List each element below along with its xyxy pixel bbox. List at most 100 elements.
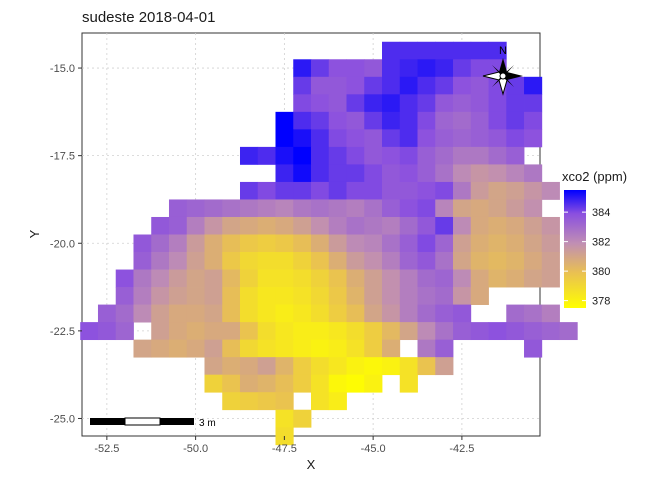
heatmap-cell: [133, 287, 152, 305]
heatmap-cell: [488, 146, 507, 165]
heatmap-cell: [435, 269, 454, 288]
heatmap-cell: [257, 199, 276, 218]
heatmap-cell: [453, 129, 472, 148]
heatmap-cell: [364, 59, 383, 78]
heatmap-cell: [311, 269, 330, 288]
heatmap-cell: [239, 339, 259, 358]
heatmap-cell: [364, 76, 383, 95]
heatmap-cell: [186, 322, 205, 341]
heatmap-cell: [382, 339, 401, 358]
heatmap-cell: [506, 304, 525, 323]
heatmap-cell: [133, 252, 152, 270]
heatmap-cell: [346, 304, 365, 323]
heatmap-cell: [204, 322, 223, 341]
heatmap-cell: [524, 216, 543, 235]
heatmap-cell: [328, 269, 347, 288]
heatmap-cell: [399, 94, 418, 113]
heatmap-cell: [346, 374, 365, 393]
heatmap-cell: [257, 339, 276, 358]
heatmap-cell: [239, 234, 259, 253]
heatmap-cell: [222, 304, 241, 323]
heatmap-cell: [417, 164, 436, 183]
heatmap-cell: [399, 357, 418, 376]
heatmap-cell: [293, 322, 312, 341]
heatmap-cell: [168, 304, 188, 323]
heatmap-cell: [453, 76, 472, 95]
heatmap-cell: [328, 287, 347, 305]
heatmap-cell: [168, 269, 188, 288]
heatmap-cell: [311, 374, 330, 393]
heatmap-cell: [488, 41, 507, 60]
heatmap-cell: [275, 216, 294, 235]
heatmap-cell: [186, 252, 205, 270]
legend-ticks: 384 382 380 378: [564, 207, 610, 308]
heatmap-cell: [506, 269, 525, 288]
scale-bar: 3 m: [90, 417, 216, 429]
legend-title: xco2 (ppm): [562, 169, 627, 184]
heatmap-cell: [506, 252, 525, 270]
heatmap-cell: [293, 111, 312, 130]
heatmap-cell: [435, 59, 454, 78]
heatmap-cell: [239, 252, 259, 270]
heatmap-cell: [293, 199, 312, 218]
heatmap-cell: [239, 216, 259, 235]
heatmap-cell: [133, 269, 152, 288]
heatmap-cell: [168, 339, 188, 358]
heatmap-cell: [524, 111, 543, 130]
heatmap-cell: [364, 94, 383, 113]
heatmap-cell: [239, 357, 259, 376]
heatmap-cell: [382, 234, 401, 253]
heatmap-cell: [364, 357, 383, 376]
heatmap-cell: [399, 59, 418, 78]
heatmap-cell: [488, 216, 507, 235]
heatmap-cell: [275, 304, 294, 323]
heatmap-cell: [275, 181, 294, 200]
heatmap-cell: [257, 322, 276, 341]
heatmap-cell: [453, 59, 472, 78]
heatmap-cell: [293, 234, 312, 253]
heatmap-cell: [239, 304, 259, 323]
heatmap-cell: [470, 164, 489, 183]
heatmap-cell: [541, 252, 560, 270]
heatmap-cell: [435, 339, 454, 358]
heatmap-cell: [328, 94, 347, 113]
heatmap-cell: [417, 94, 436, 113]
heatmap-cell: [524, 339, 543, 358]
heatmap-cell: [417, 199, 436, 218]
heatmap-cell: [488, 322, 507, 341]
heatmap-cell: [257, 357, 276, 376]
heatmap-cell: [541, 234, 560, 253]
heatmap-cell: [311, 234, 330, 253]
color-legend: xco2 (ppm) 384 382 380 378: [562, 169, 627, 308]
heatmap-cell: [239, 199, 259, 218]
heatmap-cell: [328, 129, 347, 148]
heatmap-cell: [488, 181, 507, 200]
heatmap-cell: [204, 216, 223, 235]
heatmap-cell: [417, 216, 436, 235]
heatmap-cell: [435, 129, 454, 148]
heatmap-cell: [311, 181, 330, 200]
heatmap-cell: [311, 76, 330, 95]
heatmap-cell: [257, 392, 276, 411]
heatmap-cell: [488, 111, 507, 130]
heatmap-cell: [222, 357, 241, 376]
heatmap-cell: [186, 339, 205, 358]
heatmap-cell: [382, 181, 401, 200]
heatmap-cell: [488, 164, 507, 183]
heatmap-cell: [222, 252, 241, 270]
heatmap-cell: [382, 164, 401, 183]
heatmap-cell: [435, 164, 454, 183]
heatmap-cell: [524, 269, 543, 288]
heatmap-cell: [417, 76, 436, 95]
heatmap-cell: [328, 164, 347, 183]
heatmap-cell: [186, 199, 205, 218]
chart-title: sudeste 2018-04-01: [82, 9, 215, 26]
heatmap-cell: [168, 216, 188, 235]
heatmap-cell: [435, 146, 454, 165]
heatmap-cell: [186, 269, 205, 288]
heatmap-cell: [311, 199, 330, 218]
heatmap-cell: [346, 181, 365, 200]
heatmap-cell: [204, 234, 223, 253]
heatmap-cell: [417, 181, 436, 200]
heatmap-cell: [399, 181, 418, 200]
